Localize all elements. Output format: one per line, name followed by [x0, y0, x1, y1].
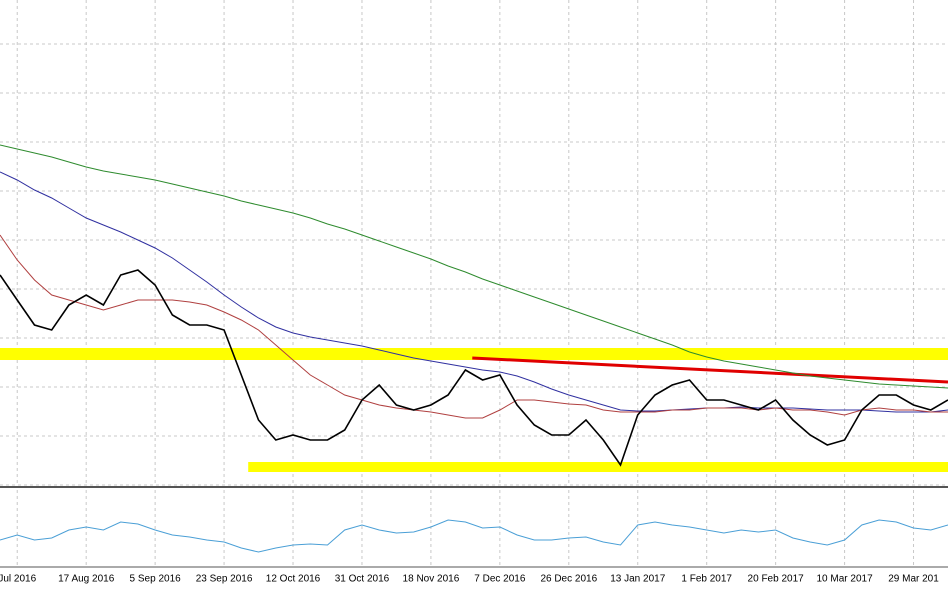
x-tick-label: 7 Dec 2016: [474, 574, 526, 585]
series-line: [0, 171, 948, 413]
x-tick-label: 20 Feb 2017: [748, 574, 805, 585]
x-tick-label: 10 Mar 2017: [817, 574, 874, 585]
x-tick-label: 26 Dec 2016: [540, 574, 597, 585]
series-line: [0, 519, 948, 553]
zone: [0, 348, 948, 360]
x-tick-label: 1 Feb 2017: [681, 574, 732, 585]
x-tick-label: 31 Oct 2016: [335, 574, 390, 585]
x-tick-label: 29 Mar 201: [888, 574, 939, 585]
series-line: [0, 269, 948, 467]
x-tick-label: 5 Sep 2016: [130, 574, 182, 585]
zone: [248, 462, 948, 472]
x-tick-label: Jul 2016: [0, 574, 37, 585]
x-tick-label: 23 Sep 2016: [196, 574, 253, 585]
series-line: [0, 234, 948, 419]
x-tick-label: 12 Oct 2016: [266, 574, 321, 585]
x-tick-label: 18 Nov 2016: [403, 574, 460, 585]
trendline: [472, 356, 948, 384]
x-tick-label: 17 Aug 2016: [58, 574, 115, 585]
x-tick-label: 13 Jan 2017: [610, 574, 665, 585]
series-line: [0, 144, 948, 389]
